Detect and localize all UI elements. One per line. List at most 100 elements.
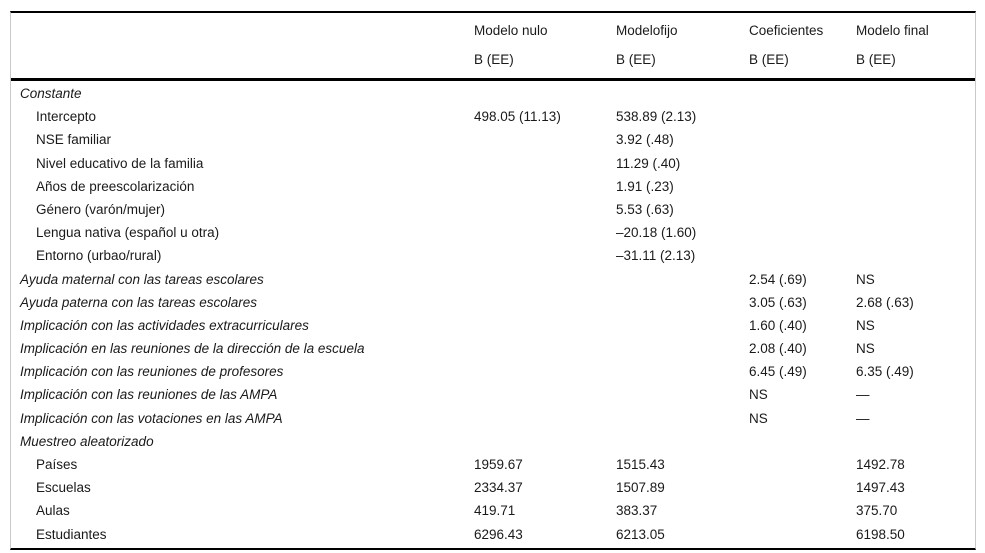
- row-value: [471, 337, 613, 360]
- row-value: 1515.43: [616, 457, 665, 472]
- column-title: Modelo final: [856, 23, 929, 38]
- table-body: Constante Intercepto 498.05 (11.13) 538.…: [11, 81, 975, 548]
- header-coeficientes: Coeficientes B (EE): [746, 19, 853, 71]
- column-title: Modelo nulo: [474, 23, 548, 38]
- row-value: 6.35 (.49): [856, 364, 914, 380]
- table-row: Estudiantes 6296.43 6213.05 6198.50: [11, 523, 975, 546]
- header-stub-cell: [11, 19, 471, 71]
- row-value: 419.71: [474, 503, 516, 519]
- column-title: Modelofijo: [616, 23, 678, 38]
- table-row: Escuelas 2334.37 1507.89 1497.43: [11, 476, 975, 499]
- row-value: [613, 360, 746, 383]
- row-value: [746, 430, 853, 453]
- table-row: Género (varón/mujer) 5.53 (.63): [11, 198, 975, 221]
- table-row: Nivel educativo de la familia 11.29 (.40…: [11, 152, 975, 175]
- row-value: [853, 105, 975, 128]
- row-value: [471, 407, 613, 430]
- row-value: [471, 291, 613, 314]
- row-value: 2334.37: [474, 480, 523, 496]
- row-value: [746, 175, 853, 198]
- row-value: 6.45 (.49): [749, 364, 807, 380]
- table-row: Ayuda maternal con las tareas escolares …: [11, 268, 975, 291]
- table-row: NSE familiar 3.92 (.48): [11, 128, 975, 151]
- row-value: [471, 128, 613, 151]
- row-value: [471, 268, 613, 291]
- row-value: [613, 82, 746, 105]
- row-label: Aulas: [36, 503, 70, 519]
- row-value: 6296.43: [474, 526, 523, 542]
- row-value: 5.53 (.63): [616, 201, 674, 217]
- row-value: [471, 314, 613, 337]
- row-value: –31.11 (2.13): [616, 248, 696, 264]
- row-value: [853, 198, 975, 221]
- table-row: Muestreo aleatorizado: [11, 430, 975, 453]
- row-label: Entorno (urbao/rural): [36, 248, 162, 264]
- row-value: [613, 291, 746, 314]
- row-label: Implicación con las votaciones en las AM…: [20, 410, 283, 426]
- table-row: Aulas 419.71 383.37 375.70: [11, 499, 975, 522]
- row-value: [613, 314, 746, 337]
- row-value: [613, 430, 746, 453]
- row-value: 1507.89: [616, 480, 665, 496]
- column-subtitle: B (EE): [474, 52, 514, 67]
- row-value: 3.92 (.48): [616, 132, 674, 148]
- row-value: —: [856, 410, 870, 426]
- row-value: 498.05 (11.13): [474, 109, 561, 125]
- row-value: 11.29 (.40): [616, 155, 681, 171]
- row-label: Género (varón/mujer): [36, 201, 166, 217]
- row-value: 383.37: [616, 503, 658, 519]
- row-label: Nivel educativo de la familia: [36, 155, 204, 171]
- row-value: NS: [749, 387, 768, 403]
- column-subtitle: B (EE): [749, 52, 789, 67]
- row-value: 1492.78: [856, 457, 905, 472]
- table-row: Constante: [11, 82, 975, 105]
- row-value: [746, 244, 853, 267]
- header-modelofijo: Modelofijo B (EE): [613, 19, 746, 71]
- row-value: 6213.05: [616, 526, 665, 542]
- row-label: Constante: [20, 86, 82, 101]
- table-row: Entorno (urbao/rural) –31.11 (2.13): [11, 244, 975, 267]
- table-header: Modelo nulo B (EE) Modelofijo B (EE) Coe…: [11, 13, 975, 81]
- row-value: 1.91 (.23): [616, 178, 674, 194]
- row-value: [746, 128, 853, 151]
- row-label: Países: [36, 457, 78, 472]
- row-value: [746, 82, 853, 105]
- table-row: Países 1959.67 1515.43 1492.78: [11, 453, 975, 476]
- row-value: 2.54 (.69): [749, 271, 807, 287]
- row-value: NS: [749, 410, 768, 426]
- table-row: Implicación con las votaciones en las AM…: [11, 407, 975, 430]
- table-row: Ayuda paterna con las tareas escolares 3…: [11, 291, 975, 314]
- row-value: [853, 128, 975, 151]
- row-value: NS: [856, 341, 875, 357]
- row-value: 3.05 (.63): [749, 294, 807, 310]
- header-modelo-final: Modelo final B (EE): [853, 19, 975, 71]
- row-label: Años de preescolarización: [36, 178, 195, 194]
- row-label: NSE familiar: [36, 132, 112, 148]
- row-value: [746, 198, 853, 221]
- row-value: [746, 105, 853, 128]
- column-title: Coeficientes: [749, 23, 824, 38]
- row-label: Implicación con las actividades extracur…: [20, 317, 309, 333]
- row-value: [746, 453, 853, 476]
- table-row: Implicación en las reuniones de la direc…: [11, 337, 975, 360]
- row-label: Estudiantes: [36, 526, 107, 542]
- row-label: Implicación con las reuniones de profeso…: [20, 364, 284, 380]
- row-value: [471, 198, 613, 221]
- table-row: Años de preescolarización 1.91 (.23): [11, 175, 975, 198]
- row-value: [471, 221, 613, 244]
- row-label: Ayuda paterna con las tareas escolares: [20, 294, 258, 310]
- row-label: Intercepto: [36, 109, 97, 125]
- row-value: NS: [856, 317, 875, 333]
- row-value: [471, 82, 613, 105]
- row-value: [853, 152, 975, 175]
- table-row: Lengua nativa (español u otra) –20.18 (1…: [11, 221, 975, 244]
- row-value: 1959.67: [474, 457, 523, 472]
- row-value: [853, 175, 975, 198]
- row-value: [853, 221, 975, 244]
- row-value: 1497.43: [856, 480, 905, 496]
- row-label: Muestreo aleatorizado: [20, 433, 154, 449]
- row-value: —: [856, 387, 870, 403]
- row-value: [471, 430, 613, 453]
- column-subtitle: B (EE): [616, 52, 656, 67]
- table-row: Intercepto 498.05 (11.13) 538.89 (2.13): [11, 105, 975, 128]
